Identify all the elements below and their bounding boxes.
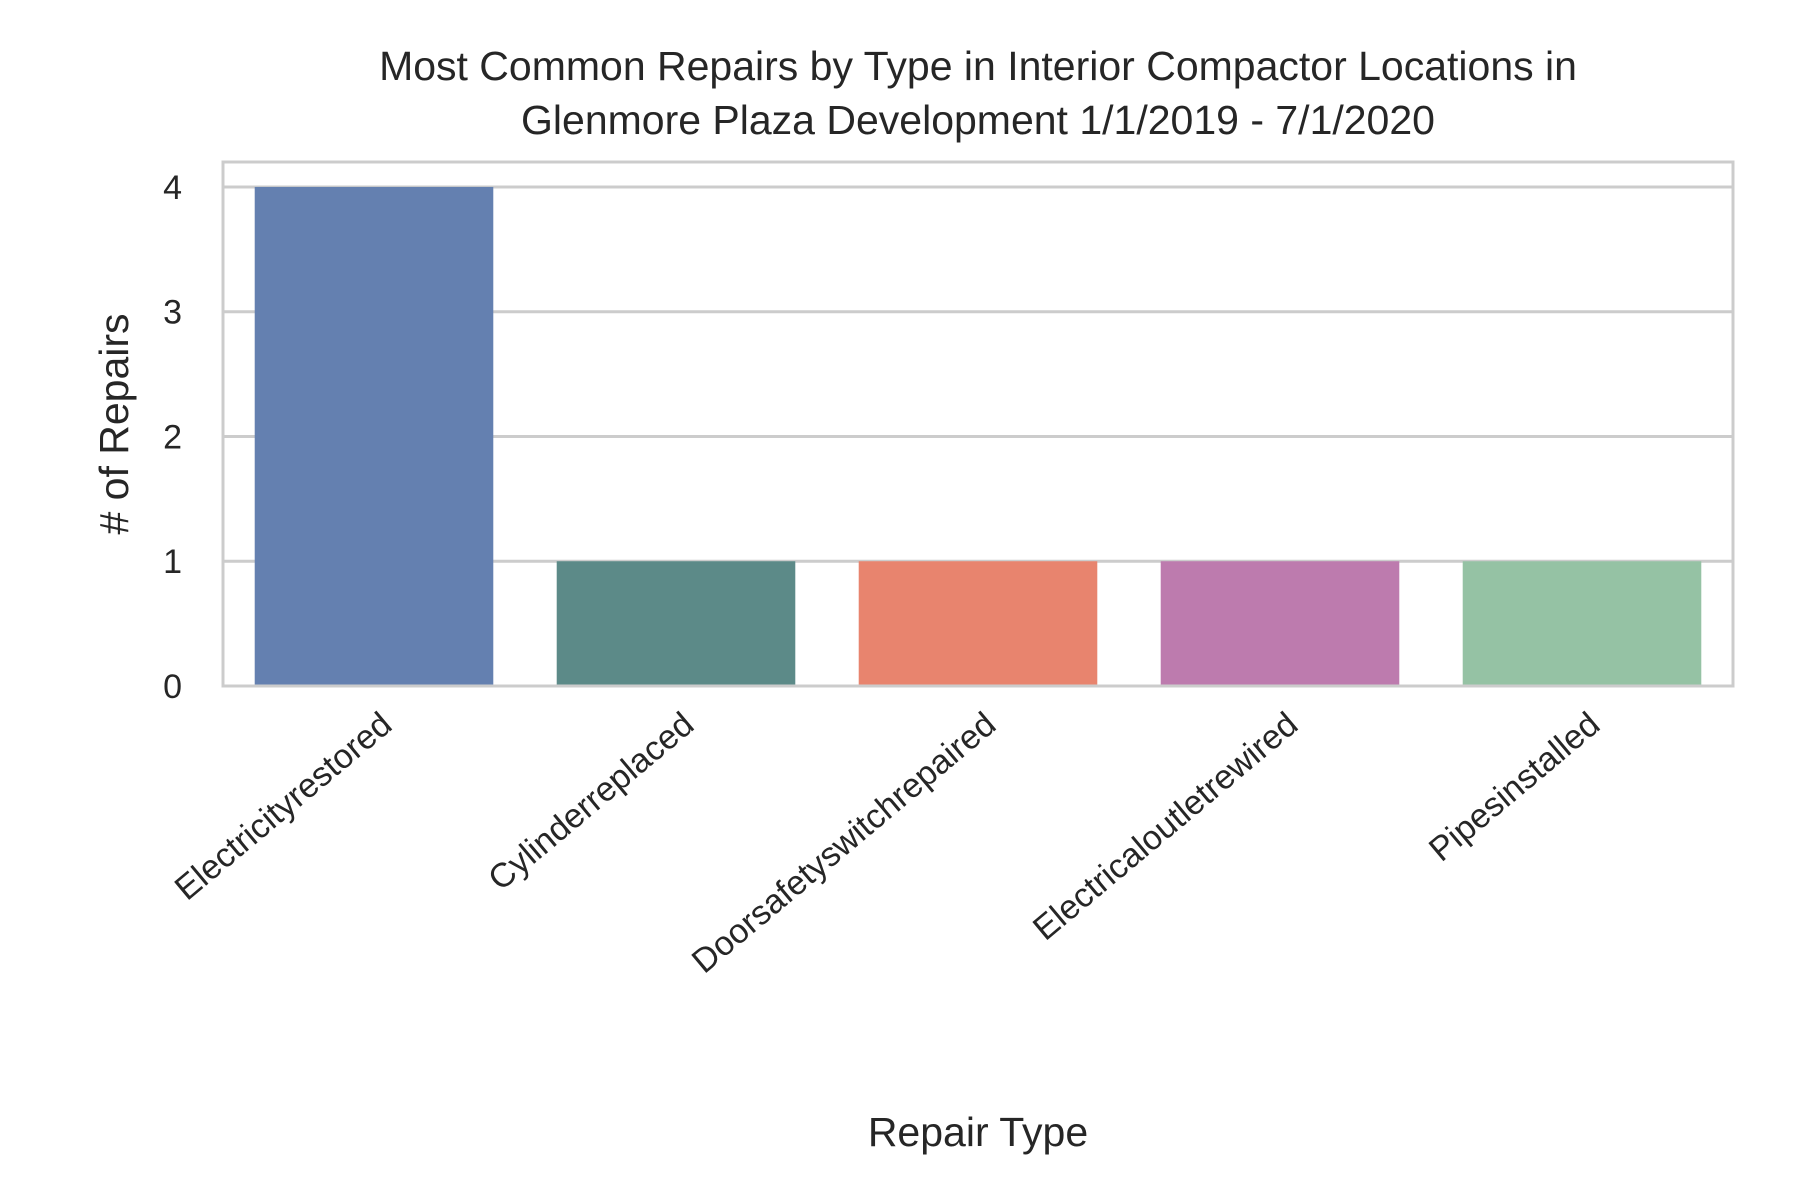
x-tick-label: Pipesinstalled: [1422, 705, 1607, 869]
plot-frame: [221, 160, 1735, 688]
x-tick-label: Electricaloutletrewired: [1026, 705, 1305, 948]
bar-cylinderreplaced: [556, 561, 796, 686]
x-tick-label: Electricityrestored: [168, 705, 399, 908]
y-tick-label: 3: [163, 294, 182, 332]
y-axis-label: # of Repairs: [91, 313, 137, 534]
y-tick-label: 1: [163, 543, 182, 581]
bars: [254, 186, 1702, 686]
bar-electricaloutletrewired: [1160, 561, 1400, 686]
chart-title-line-2: Glenmore Plaza Development 1/1/2019 - 7/…: [521, 97, 1435, 143]
y-tick-label: 4: [163, 169, 182, 207]
x-tick-label: Cylinderreplaced: [481, 705, 701, 898]
x-tick-labels: Electricityrestored CylinderreplacedDoors…: [168, 705, 1607, 981]
x-axis-label: Repair Type: [868, 1109, 1088, 1155]
chart-title-line-1: Most Common Repairs by Type in Interior …: [379, 43, 1577, 89]
bar-electricityrestored: [254, 186, 494, 686]
x-tick-label: Doorsafetyswitchrepaired: [685, 705, 1003, 981]
y-tick-labels: 0 1 2 3 4: [163, 169, 182, 706]
y-tick-label: 0: [163, 668, 182, 706]
y-tick-label: 2: [163, 418, 182, 456]
bar-pipesinstalled: [1462, 561, 1702, 686]
bar-doorsafetyswitchrepaired: [858, 561, 1098, 686]
